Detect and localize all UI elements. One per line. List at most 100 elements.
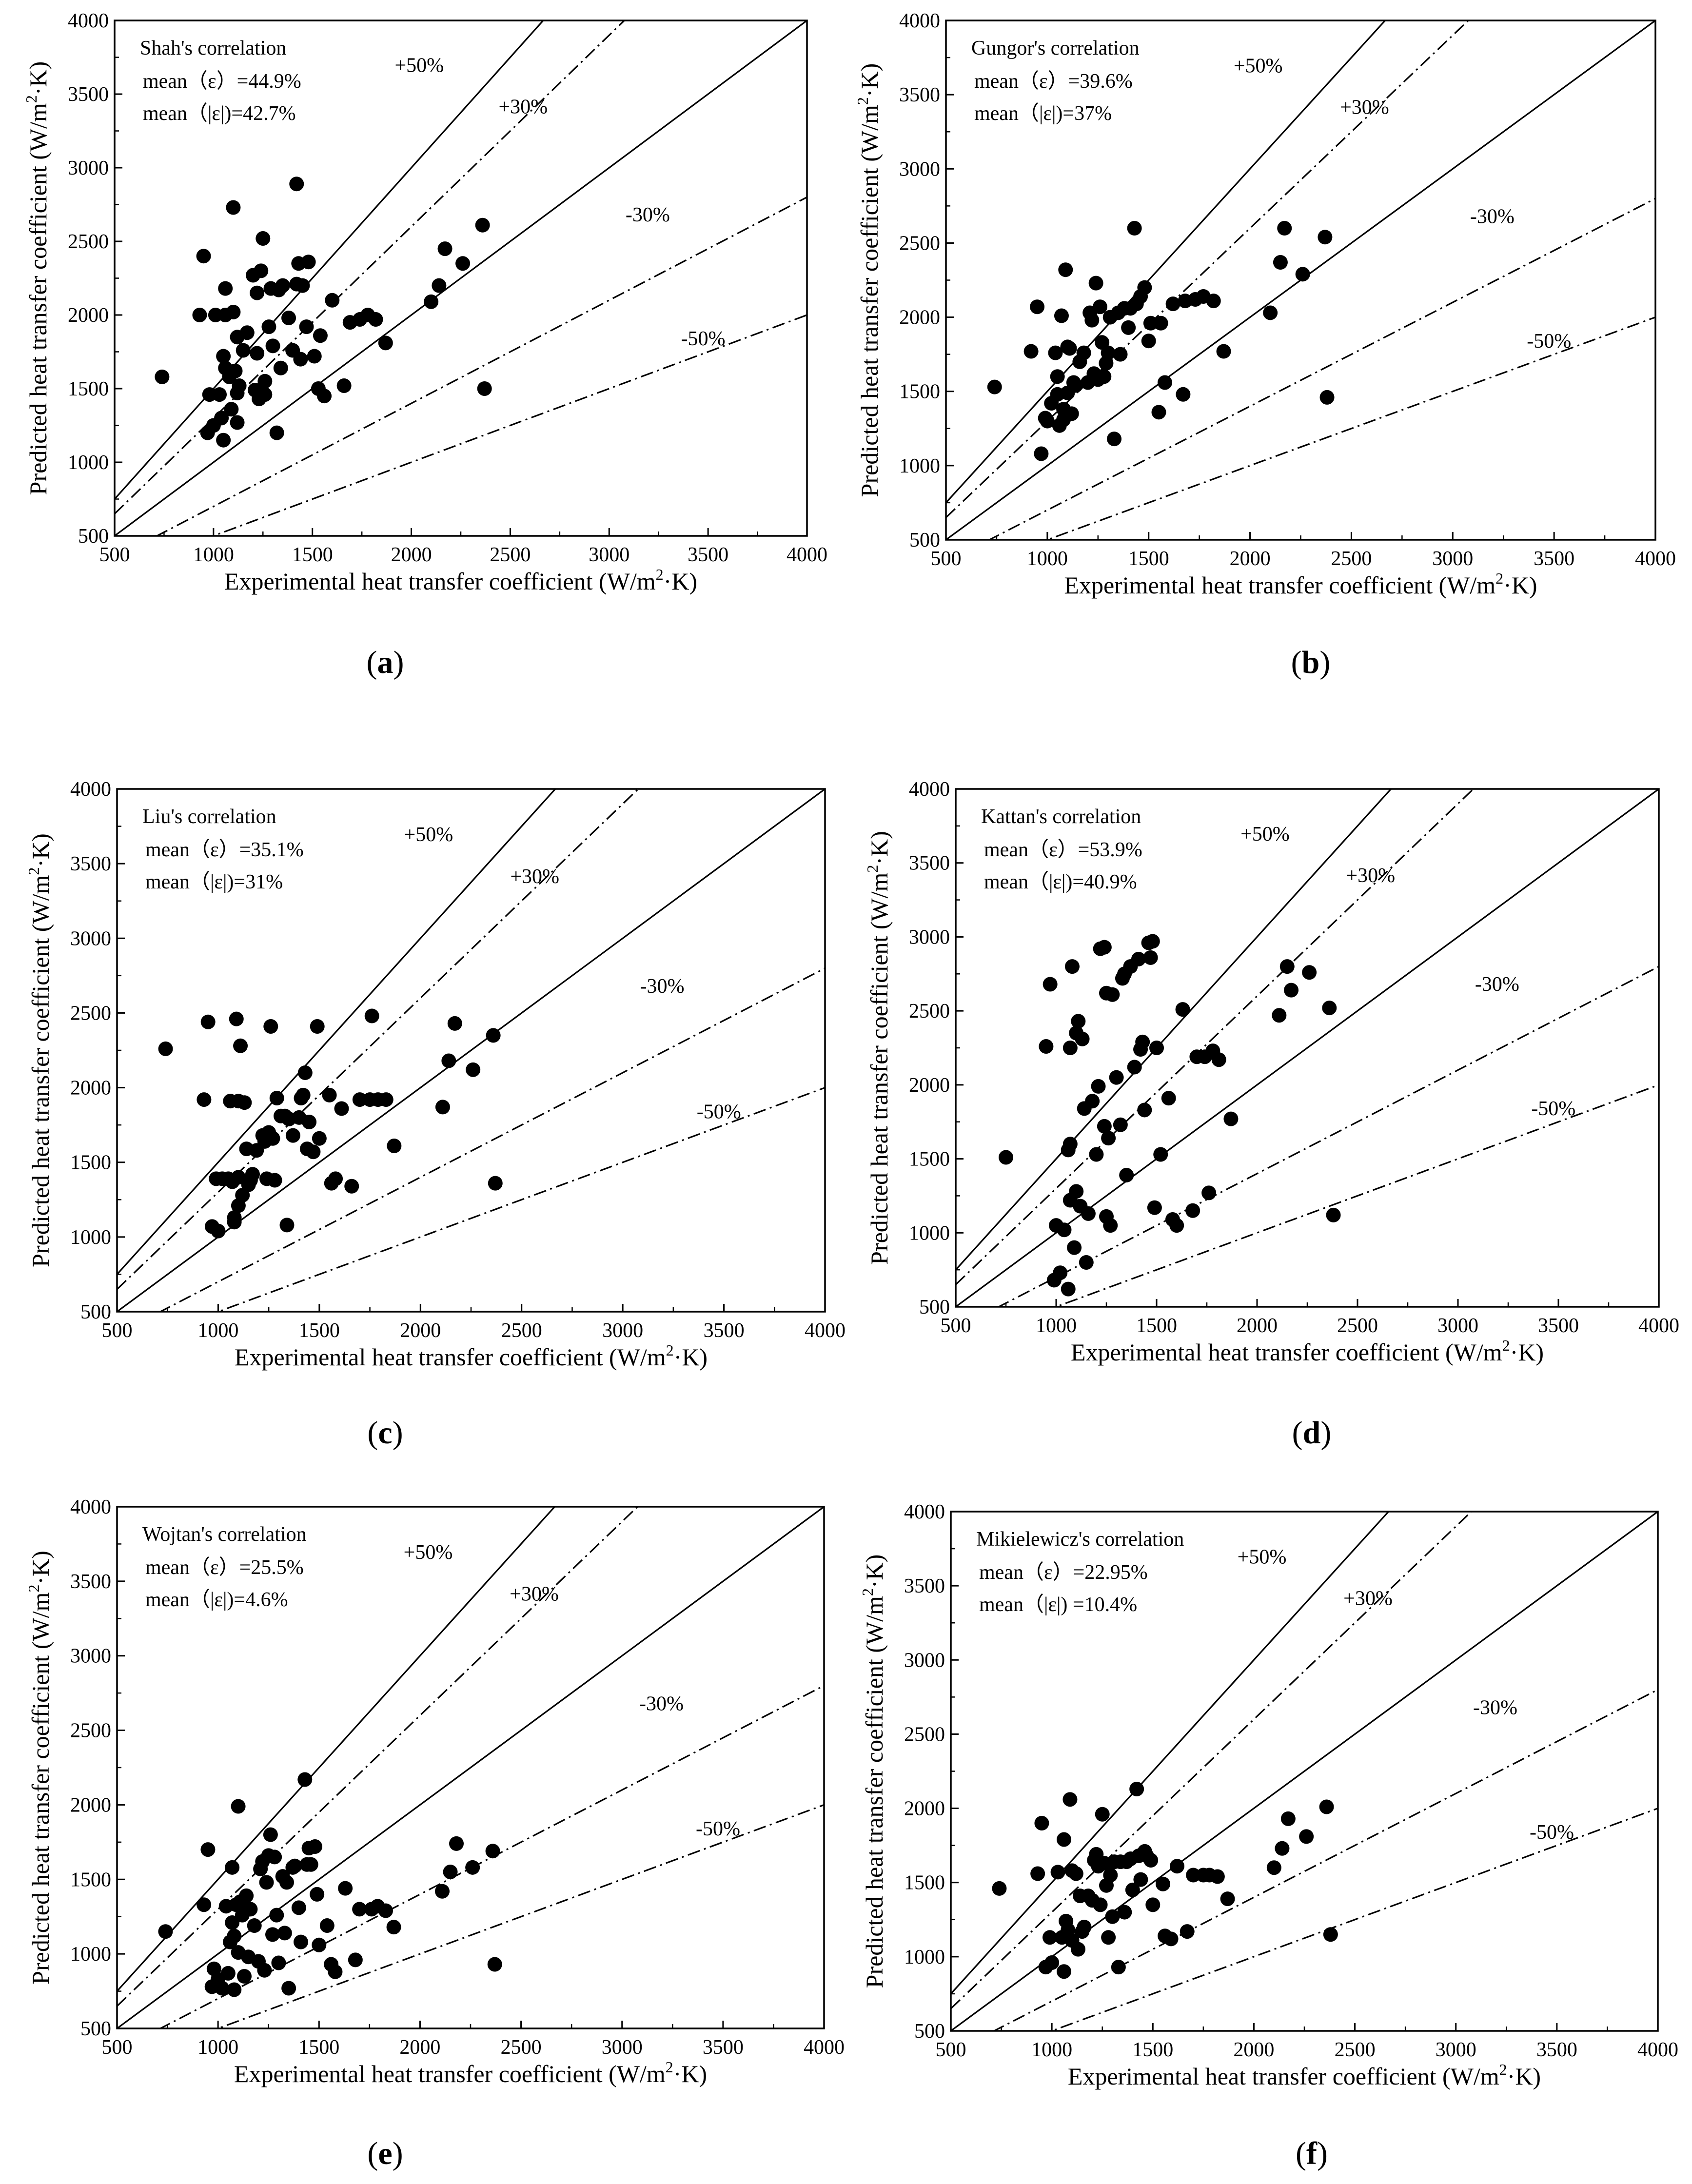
line-label-m50: -50% bbox=[696, 1818, 740, 1840]
mean-stat: mean（ε）=25.5% bbox=[145, 1556, 304, 1579]
data-point bbox=[155, 369, 170, 384]
data-point bbox=[1326, 1207, 1341, 1222]
y-tick-label: 2500 bbox=[70, 1002, 111, 1024]
data-point bbox=[317, 389, 332, 404]
data-point bbox=[378, 1903, 393, 1918]
y-tick-label: 3500 bbox=[70, 853, 111, 875]
data-point bbox=[293, 352, 308, 367]
data-point bbox=[352, 1092, 367, 1107]
data-point bbox=[1103, 1218, 1118, 1233]
x-tick-label: 2500 bbox=[501, 2036, 542, 2059]
panel-label: (d) bbox=[1292, 1415, 1332, 1451]
x-tick-label: 4000 bbox=[804, 2036, 845, 2059]
data-point bbox=[1201, 1185, 1217, 1200]
data-point bbox=[1169, 1218, 1184, 1233]
data-point bbox=[1170, 1859, 1184, 1874]
x-tick-label: 4000 bbox=[787, 544, 827, 566]
data-point bbox=[1039, 1039, 1054, 1054]
line-label-m50: -50% bbox=[1530, 1821, 1574, 1844]
line-label-p50: +50% bbox=[1240, 823, 1290, 846]
reference-line-m50 bbox=[211, 314, 807, 536]
y-tick-label: 4000 bbox=[70, 1496, 111, 1518]
data-point bbox=[236, 343, 251, 358]
data-point bbox=[447, 1016, 462, 1031]
x-tick-label: 2500 bbox=[1335, 2039, 1376, 2061]
x-tick-label: 500 bbox=[99, 544, 130, 566]
x-tick-label: 1500 bbox=[1132, 2039, 1173, 2061]
data-point bbox=[229, 1011, 244, 1026]
data-point bbox=[1135, 1034, 1150, 1049]
data-point bbox=[1266, 1860, 1281, 1875]
y-tick-label: 4000 bbox=[904, 1501, 945, 1523]
data-point bbox=[1141, 334, 1156, 349]
data-point bbox=[1149, 1041, 1164, 1055]
data-point bbox=[1069, 1184, 1084, 1199]
data-point bbox=[1068, 1866, 1083, 1881]
line-label-p50: +50% bbox=[1234, 55, 1283, 78]
data-point bbox=[1165, 296, 1180, 312]
x-tick-label: 2000 bbox=[1233, 2039, 1274, 2061]
mean-stat: mean（ε）=39.6% bbox=[974, 70, 1133, 93]
data-point bbox=[1044, 1955, 1060, 1970]
data-point bbox=[1109, 1070, 1124, 1085]
data-point bbox=[1127, 1060, 1142, 1075]
y-tick-label: 3000 bbox=[68, 157, 109, 179]
x-tick-label: 500 bbox=[936, 2039, 966, 2061]
data-point bbox=[1223, 1111, 1239, 1126]
data-point bbox=[267, 1173, 282, 1188]
data-point bbox=[1206, 294, 1221, 309]
y-tick-label: 2500 bbox=[68, 231, 109, 253]
data-point bbox=[269, 1091, 284, 1106]
data-point bbox=[1137, 280, 1152, 295]
line-label-p30: +30% bbox=[510, 1583, 559, 1606]
line-label-p30: +30% bbox=[1343, 1588, 1393, 1610]
data-point bbox=[1071, 1942, 1085, 1957]
correlation-title: Mikielewicz's correlation bbox=[976, 1528, 1184, 1551]
x-tick-label: 3500 bbox=[1534, 548, 1574, 570]
data-point bbox=[1058, 262, 1073, 277]
x-axis-label: Experimental heat transfer coefficient (… bbox=[1068, 2061, 1541, 2090]
data-point bbox=[216, 433, 231, 448]
data-point bbox=[212, 387, 227, 402]
data-point bbox=[307, 349, 322, 364]
data-point bbox=[1062, 1041, 1078, 1055]
y-tick-label: 3000 bbox=[70, 1645, 111, 1668]
data-point bbox=[1137, 1102, 1152, 1118]
x-tick-label: 1500 bbox=[1128, 548, 1169, 570]
data-point bbox=[310, 1019, 325, 1034]
data-point bbox=[1143, 1853, 1159, 1868]
x-tick-label: 2000 bbox=[1237, 1315, 1278, 1337]
data-point bbox=[257, 387, 273, 402]
data-point bbox=[1319, 1799, 1334, 1814]
data-point bbox=[279, 1218, 295, 1233]
x-tick-label: 3500 bbox=[703, 2036, 744, 2059]
y-tick-label: 1000 bbox=[68, 452, 109, 474]
data-point bbox=[289, 177, 304, 192]
data-point bbox=[1067, 1240, 1082, 1255]
x-tick-label: 4000 bbox=[805, 1319, 846, 1342]
data-point bbox=[275, 278, 290, 293]
data-point bbox=[294, 1934, 308, 1949]
data-point bbox=[263, 1019, 278, 1034]
y-tick-label: 4000 bbox=[909, 778, 950, 801]
data-point bbox=[1216, 344, 1231, 359]
data-point bbox=[1097, 1119, 1112, 1134]
data-point bbox=[197, 1897, 212, 1912]
data-point bbox=[1153, 315, 1168, 331]
line-label-p50: +50% bbox=[404, 824, 453, 846]
y-tick-label: 1500 bbox=[909, 1148, 950, 1171]
y-tick-label: 1000 bbox=[904, 1946, 945, 1968]
data-point bbox=[338, 1881, 353, 1896]
data-point bbox=[256, 231, 271, 246]
x-tick-label: 500 bbox=[941, 1315, 971, 1337]
data-point bbox=[216, 349, 231, 364]
data-point bbox=[1322, 1001, 1337, 1016]
mean-stat: mean（|ε|)=4.6% bbox=[145, 1589, 288, 1611]
data-point bbox=[1077, 1920, 1092, 1934]
data-point bbox=[1101, 1131, 1116, 1146]
data-point bbox=[1079, 1255, 1094, 1270]
data-point bbox=[1043, 977, 1058, 992]
line-label-m50: -50% bbox=[681, 328, 726, 350]
correlation-title: Kattan's correlation bbox=[981, 806, 1141, 828]
line-label-p50: +50% bbox=[1238, 1546, 1287, 1569]
